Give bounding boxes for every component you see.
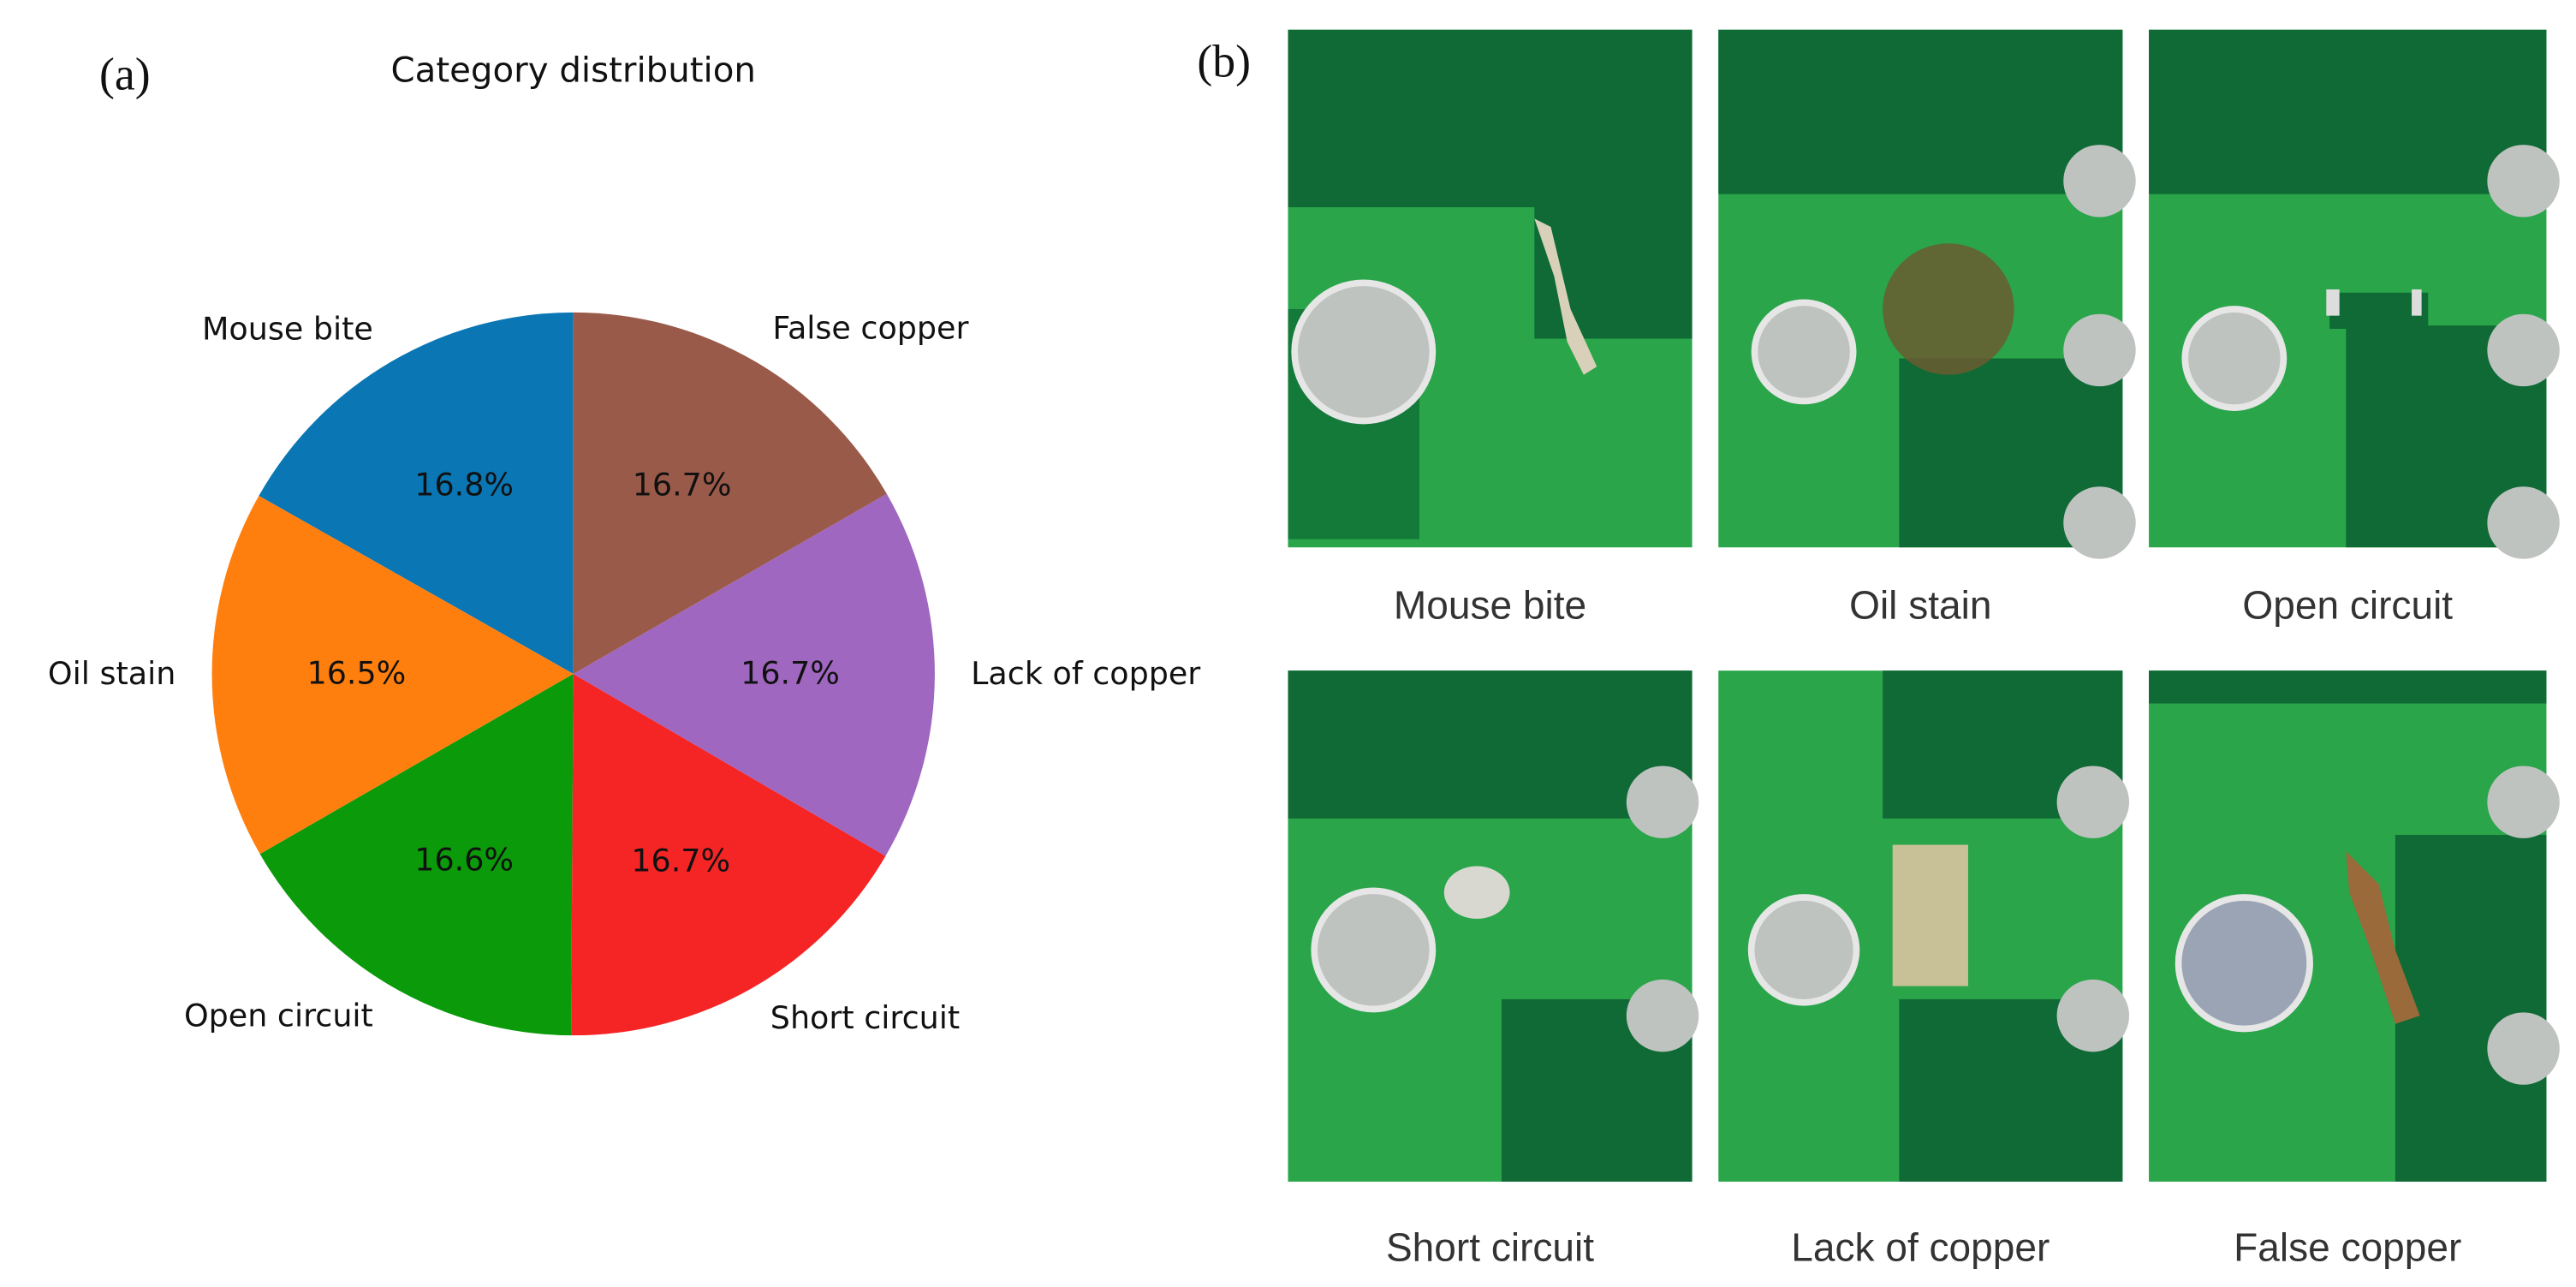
slice-label: Short circuit — [770, 999, 960, 1036]
slice-label: Open circuit — [184, 998, 373, 1034]
defect-image — [2149, 29, 2560, 559]
image-caption: False copper — [2234, 1225, 2461, 1270]
slice-label: Lack of copper — [971, 655, 1200, 692]
value-label: 16.7% — [631, 843, 730, 879]
value-label: 16.8% — [414, 467, 514, 503]
value-label: 16.7% — [741, 654, 840, 691]
image-caption: Mouse bite — [1394, 582, 1586, 627]
pie-slice — [259, 674, 574, 1036]
chart-title: Category distribution — [391, 51, 756, 91]
pie: Mouse bite 16.8% Oil stain 16.5% Open circui… — [48, 310, 1200, 1036]
slice-label: False copper — [772, 310, 968, 347]
panel-label: (b) — [1197, 35, 1251, 86]
image-caption: Short circuit — [1386, 1225, 1594, 1270]
defect-image — [1718, 670, 2130, 1182]
defect-image — [2149, 670, 2560, 1182]
panel-label: (a) — [99, 49, 151, 100]
defect-image — [1288, 670, 1699, 1182]
value-label: 16.7% — [633, 466, 732, 503]
pie-slice — [571, 674, 886, 1036]
image-caption: Oil stain — [1849, 582, 1991, 627]
defect-image — [1288, 29, 1693, 548]
value-label: 16.6% — [414, 841, 514, 878]
pie-slice — [259, 312, 574, 675]
image-caption: Open circuit — [2242, 582, 2453, 627]
image-caption: Lack of copper — [1791, 1225, 2049, 1270]
slice-label: Oil stain — [48, 655, 176, 692]
pie-slice — [573, 312, 887, 675]
value-label: 16.5% — [307, 654, 407, 691]
pie-slice — [573, 493, 935, 856]
defect-image — [1718, 29, 2136, 559]
pie-slice — [211, 495, 574, 855]
slice-label: Mouse bite — [202, 310, 373, 347]
